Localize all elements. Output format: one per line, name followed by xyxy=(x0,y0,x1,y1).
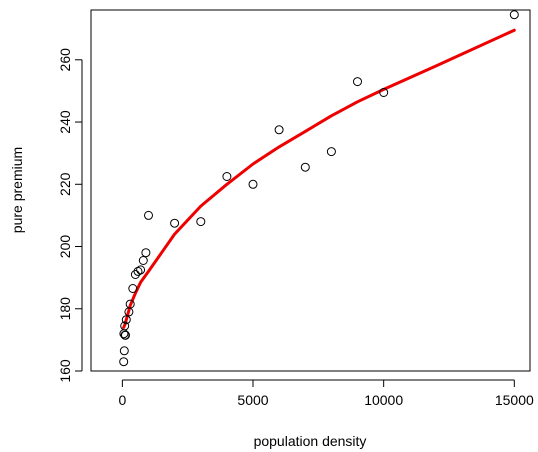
data-point xyxy=(379,88,389,97)
y-tick-label: 160 xyxy=(57,359,73,383)
y-tick-label: 200 xyxy=(57,235,73,259)
fit-line xyxy=(122,28,516,329)
data-point xyxy=(353,77,362,87)
data-point xyxy=(222,172,232,181)
fit-line-layer xyxy=(122,28,516,329)
data-point xyxy=(144,210,153,220)
x-tick-label: 0 xyxy=(118,392,126,408)
data-point xyxy=(133,266,143,276)
data-point xyxy=(196,217,206,227)
x-tick-label: 15000 xyxy=(495,392,534,408)
data-point xyxy=(138,256,148,265)
data-point xyxy=(121,330,130,340)
data-point xyxy=(509,10,519,20)
data-point xyxy=(119,346,129,356)
data-point xyxy=(128,284,138,293)
x-tick-label: 10000 xyxy=(364,392,403,408)
x-axis-title: population density xyxy=(254,433,367,449)
x-axis: 0 5000 10000 15000 xyxy=(118,379,534,408)
data-point xyxy=(136,265,146,275)
data-points xyxy=(119,10,519,367)
data-point xyxy=(300,162,310,172)
y-tick-label: 180 xyxy=(57,297,73,321)
y-axis: 160 180 200 220 240 260 xyxy=(57,48,83,383)
data-point xyxy=(326,147,336,157)
y-tick-label: 220 xyxy=(57,172,73,196)
data-point xyxy=(130,270,140,279)
data-point xyxy=(248,179,258,189)
plot-frame xyxy=(90,9,531,372)
data-point xyxy=(125,299,135,309)
data-point xyxy=(141,248,151,258)
x-tick-label: 5000 xyxy=(237,392,268,408)
data-point xyxy=(121,315,131,325)
y-tick-label: 240 xyxy=(57,110,73,134)
data-point xyxy=(120,321,130,331)
y-axis-title: pure premium xyxy=(9,147,25,233)
data-point xyxy=(170,218,180,228)
data-point xyxy=(274,125,284,135)
y-tick-label: 260 xyxy=(57,48,73,72)
data-point xyxy=(119,357,129,367)
